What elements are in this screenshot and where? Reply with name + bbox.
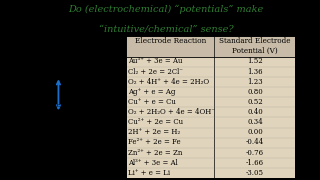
Text: Li⁺ + e = Li: Li⁺ + e = Li [129,169,171,177]
Text: easily: easily [16,129,34,134]
Bar [126,36,295,57]
Text: Au³⁺ + 3e = Au: Au³⁺ + 3e = Au [129,57,183,65]
Text: 1.23: 1.23 [247,78,263,86]
Text: Potential reduce: Potential reduce [16,155,67,160]
Text: 1. Good oxidant: 1. Good oxidant [16,40,66,45]
Text: Electrode Reaction: Electrode Reaction [135,37,206,45]
Text: 2. More (-ve): 2. More (-ve) [16,142,57,147]
Text: Do (electrochemical) “potentials” make: Do (electrochemical) “potentials” make [68,4,263,14]
Text: -3.05: -3.05 [246,169,264,177]
Text: -0.44: -0.44 [246,138,264,146]
Text: 2. More (+ve): 2. More (+ve) [16,79,60,84]
Text: 0.00: 0.00 [247,128,263,136]
Text: potential oxidise: potential oxidise [16,92,68,97]
Text: O₂ + 4H⁺ + 4e = 2H₂O: O₂ + 4H⁺ + 4e = 2H₂O [129,78,210,86]
Text: 1.36: 1.36 [247,68,263,76]
Text: less (-ve) species: less (-ve) species [16,168,69,174]
Text: O₂ + 2H₂O + 4e = 4OH⁻: O₂ + 2H₂O + 4e = 4OH⁻ [129,108,215,116]
Text: Cu⁺ + e = Cu: Cu⁺ + e = Cu [129,98,176,106]
Text: gets reduced: gets reduced [16,53,57,58]
Text: Standard Electrode
Potential (V): Standard Electrode Potential (V) [219,37,291,55]
Text: 0.40: 0.40 [247,108,263,116]
Text: Cu²⁺ + 2e = Cu: Cu²⁺ + 2e = Cu [129,118,184,126]
Text: gets oxidised: gets oxidised [16,116,57,121]
Text: “intuitive/chemical” sense?: “intuitive/chemical” sense? [99,24,233,33]
Text: less (+ve) species: less (+ve) species [16,105,73,111]
Text: -1.66: -1.66 [246,159,264,167]
Text: 0.34: 0.34 [247,118,263,126]
Text: Cl₂ + 2e = 2Cl⁻: Cl₂ + 2e = 2Cl⁻ [129,68,183,76]
Text: -0.76: -0.76 [246,148,264,157]
Text: 0.80: 0.80 [247,88,263,96]
Text: Ag⁺ + e = Ag: Ag⁺ + e = Ag [129,88,176,96]
Text: Zn²⁺ + 2e = Zn: Zn²⁺ + 2e = Zn [129,148,183,157]
Text: 1.52: 1.52 [247,57,263,65]
Text: 0.52: 0.52 [247,98,263,106]
Text: Al³⁺ + 3e = Al: Al³⁺ + 3e = Al [129,159,178,167]
Text: 1. Good reductant: 1. Good reductant [16,103,73,108]
Text: Fe²⁺ + 2e = Fe: Fe²⁺ + 2e = Fe [129,138,181,146]
Bar [126,36,295,178]
Text: 2H⁺ + 2e = H₂: 2H⁺ + 2e = H₂ [129,128,180,136]
Text: easily: easily [16,66,34,71]
